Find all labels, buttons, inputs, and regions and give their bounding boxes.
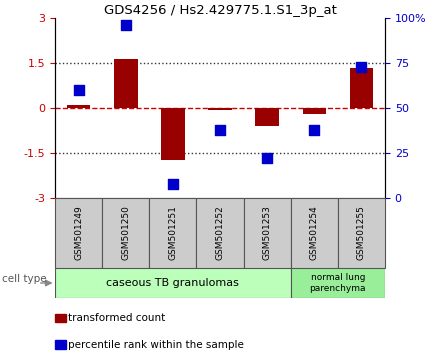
FancyBboxPatch shape — [338, 198, 385, 268]
FancyBboxPatch shape — [244, 198, 291, 268]
Text: GSM501250: GSM501250 — [121, 206, 130, 261]
Text: caseous TB granulomas: caseous TB granulomas — [106, 278, 239, 288]
FancyBboxPatch shape — [196, 198, 244, 268]
Bar — [67, 105, 90, 108]
FancyBboxPatch shape — [102, 198, 149, 268]
FancyBboxPatch shape — [55, 198, 102, 268]
FancyBboxPatch shape — [149, 198, 196, 268]
Text: GSM501254: GSM501254 — [310, 206, 319, 261]
Text: GSM501253: GSM501253 — [263, 206, 271, 261]
Title: GDS4256 / Hs2.429775.1.S1_3p_at: GDS4256 / Hs2.429775.1.S1_3p_at — [103, 4, 337, 17]
Text: GSM501251: GSM501251 — [169, 206, 177, 261]
Point — [358, 64, 365, 69]
Point — [122, 22, 129, 28]
FancyBboxPatch shape — [291, 198, 338, 268]
Bar — [255, 108, 279, 126]
Bar — [303, 108, 326, 114]
Point — [264, 155, 271, 161]
Text: normal lung
parenchyma: normal lung parenchyma — [310, 273, 366, 293]
Point — [75, 87, 82, 93]
FancyBboxPatch shape — [291, 268, 385, 298]
Point — [169, 181, 176, 187]
Text: GSM501249: GSM501249 — [74, 206, 83, 261]
Text: GSM501252: GSM501252 — [216, 206, 224, 261]
Text: transformed count: transformed count — [68, 313, 165, 323]
Text: cell type: cell type — [2, 274, 47, 285]
Bar — [114, 58, 138, 108]
Point — [311, 127, 318, 132]
Bar — [161, 108, 185, 160]
Bar — [208, 108, 232, 109]
FancyBboxPatch shape — [55, 268, 291, 298]
Bar — [350, 68, 373, 108]
Text: GSM501255: GSM501255 — [357, 206, 366, 261]
Point — [216, 127, 224, 132]
Text: percentile rank within the sample: percentile rank within the sample — [68, 339, 244, 349]
